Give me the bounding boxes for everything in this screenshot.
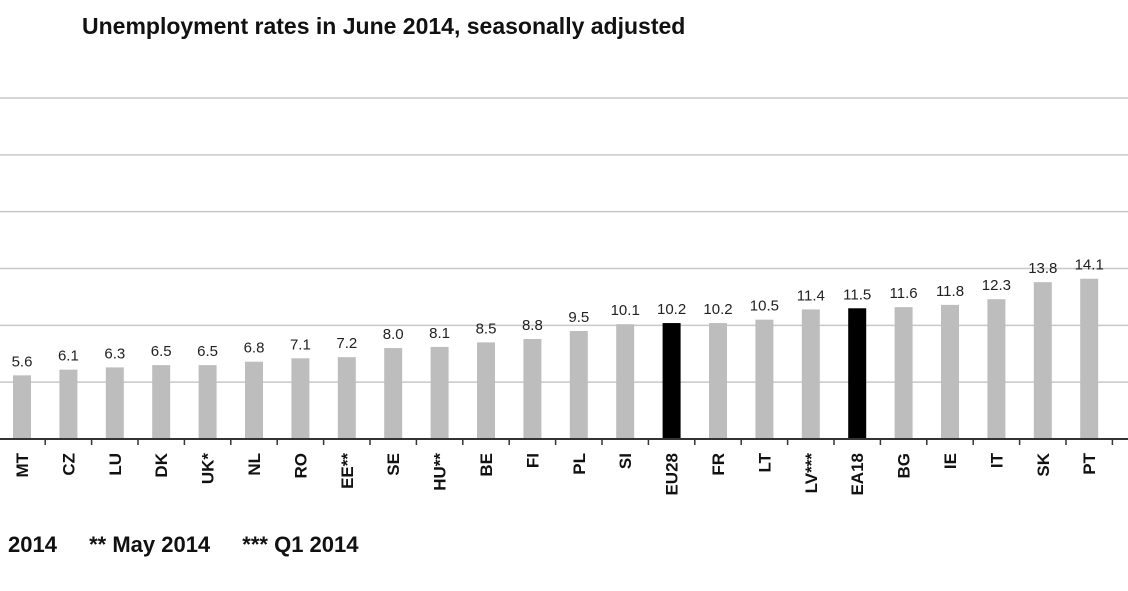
tick-label: MT <box>13 452 32 477</box>
chart-title: Unemployment rates in June 2014, seasona… <box>82 13 686 39</box>
data-label: 12.3 <box>982 277 1011 294</box>
bar-CZ <box>59 369 78 439</box>
bar-UK <box>198 365 217 439</box>
tick-label: DK <box>152 452 171 477</box>
tick-label: LV*** <box>802 453 821 494</box>
data-label: 6.1 <box>58 348 79 365</box>
data-label: 10.2 <box>657 301 686 318</box>
data-label: 8.1 <box>429 325 450 342</box>
data-label: 8.8 <box>522 317 543 334</box>
bar-PL <box>569 331 588 439</box>
tick-label: PL <box>570 453 589 475</box>
bar-DK <box>152 365 171 439</box>
tick-label: RO <box>291 453 310 479</box>
footnote-2: ** May 2014 <box>89 532 211 557</box>
tick-label: FR <box>709 453 728 476</box>
bar-EE <box>337 357 356 439</box>
data-label: 8.0 <box>383 326 404 343</box>
data-label: 11.8 <box>936 283 964 300</box>
tick-label: LU <box>106 453 125 476</box>
bar-IE <box>941 304 959 439</box>
bar-SE <box>384 348 403 439</box>
tick-label: NL <box>245 453 264 476</box>
data-label: 14.1 <box>1075 257 1104 274</box>
bar-PT <box>1080 278 1099 439</box>
bar-HU <box>430 346 449 439</box>
tick-label: IT <box>987 452 1006 468</box>
bar-SK <box>1033 282 1052 439</box>
data-label: 13.8 <box>1028 260 1057 277</box>
tick-label: CZ <box>59 453 78 476</box>
tick-label: BG <box>895 453 914 479</box>
tick-label: IE <box>941 453 960 469</box>
tick-label: SE <box>384 453 403 476</box>
bar-EA18 <box>848 308 867 439</box>
tick-label: EU28 <box>663 453 682 496</box>
footnote-3: *** Q1 2014 <box>242 532 359 557</box>
bar-NL <box>245 361 263 439</box>
data-label: 6.5 <box>151 343 172 360</box>
bar-LT <box>755 319 774 439</box>
data-label: 10.1 <box>611 302 640 319</box>
bar-FR <box>709 323 727 439</box>
tick-label: EE** <box>338 453 357 489</box>
bar-FI <box>523 338 542 439</box>
bar-LV <box>801 309 820 439</box>
tick-label: EA18 <box>848 453 867 496</box>
tick-label: HU** <box>431 453 450 491</box>
bar-SI <box>616 324 635 439</box>
data-label: 11.5 <box>843 286 871 303</box>
tick-label: UK* <box>199 453 218 485</box>
tick-label: BE <box>477 453 496 477</box>
tick-label: FI <box>523 453 542 468</box>
data-label: 6.5 <box>197 343 218 360</box>
data-label: 11.6 <box>890 285 918 302</box>
footnotes: 2014 ** May 2014 *** Q1 2014 <box>8 532 385 558</box>
tick-label: PT <box>1080 452 1099 474</box>
data-label: 7.1 <box>290 336 311 353</box>
bar-chart: 5.6 MT 6.1 CZ 6.3 LU 6.5 DK 6.5 UK* 6.8 NL 7.1 RO 7.2 E… <box>0 97 1128 496</box>
tick-label: LT <box>755 452 774 472</box>
data-label: 11.4 <box>797 287 825 304</box>
bar-RO <box>291 358 310 439</box>
bar-BE <box>477 342 495 439</box>
data-label: 8.5 <box>476 320 497 337</box>
data-label: 7.2 <box>336 335 357 352</box>
data-label: 9.5 <box>568 309 589 326</box>
bar-LU <box>105 367 124 439</box>
bar-BG <box>894 307 913 439</box>
data-label: 6.8 <box>244 340 265 357</box>
data-label: 10.2 <box>703 301 732 318</box>
bar-MT <box>13 375 31 439</box>
data-label: 5.6 <box>12 353 33 370</box>
data-label: 10.5 <box>750 298 779 315</box>
footnote-1: 2014 <box>8 532 57 557</box>
tick-label: SK <box>1034 452 1053 476</box>
tick-label: SI <box>616 453 635 469</box>
bar-EU28 <box>662 323 681 439</box>
data-label: 6.3 <box>104 345 125 362</box>
bar-IT <box>987 299 1006 439</box>
